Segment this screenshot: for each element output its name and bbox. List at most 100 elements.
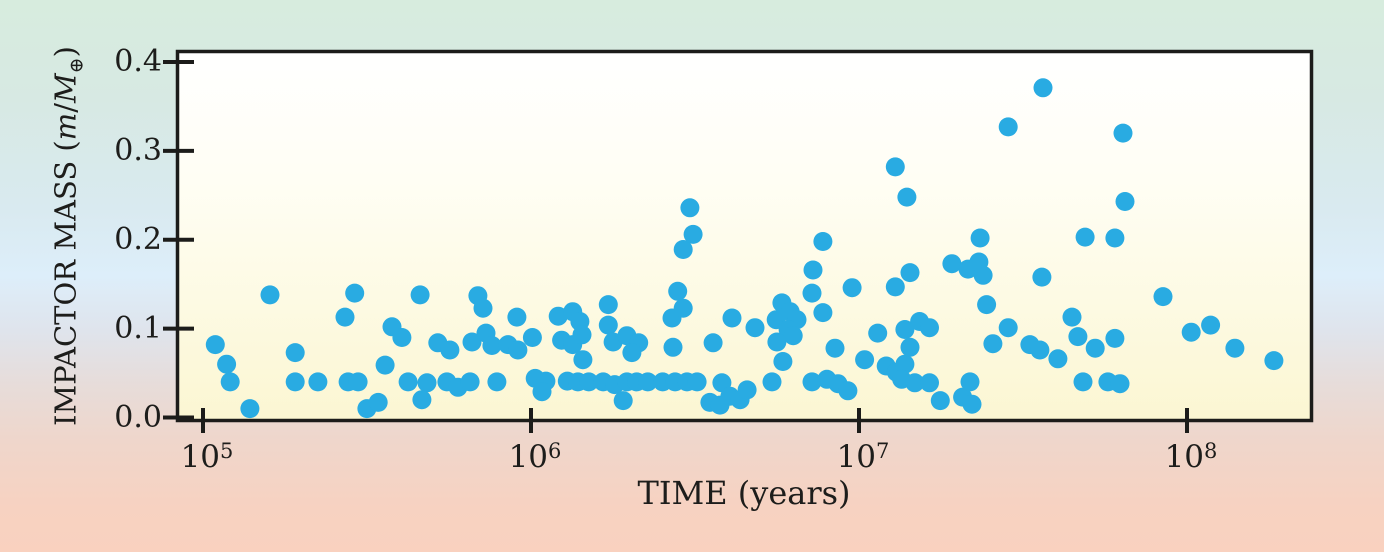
data-point xyxy=(487,372,507,392)
data-point xyxy=(368,392,388,412)
data-point xyxy=(998,318,1018,338)
y-tick-label-0.2: 0.2 xyxy=(114,222,162,257)
data-point xyxy=(1048,349,1068,369)
data-point xyxy=(398,372,418,392)
data-point xyxy=(462,332,482,352)
data-point xyxy=(683,224,703,244)
data-point xyxy=(522,328,542,347)
data-point xyxy=(412,390,432,410)
x-tick-label-1e6: 106 xyxy=(508,439,562,475)
y-tick-label-0.4: 0.4 xyxy=(114,44,162,79)
data-point xyxy=(900,337,920,357)
data-point xyxy=(1033,78,1053,98)
data-point xyxy=(885,157,905,177)
data-point xyxy=(920,373,939,393)
data-point xyxy=(613,391,633,411)
data-point xyxy=(868,323,888,343)
data-point xyxy=(767,332,787,352)
data-point xyxy=(1075,227,1095,247)
data-point xyxy=(973,265,993,285)
x-axis-title: TIME (years) xyxy=(637,474,851,512)
data-point xyxy=(1113,123,1133,143)
data-point xyxy=(1073,372,1093,392)
data-point xyxy=(838,381,858,401)
data-point xyxy=(802,372,822,392)
data-point xyxy=(703,333,723,353)
data-point xyxy=(825,338,845,358)
data-point xyxy=(638,372,658,392)
data-point xyxy=(920,318,939,338)
data-point xyxy=(598,295,618,315)
data-point xyxy=(1032,267,1052,287)
data-point xyxy=(508,340,528,360)
data-point xyxy=(673,298,693,318)
data-point xyxy=(1153,287,1173,307)
data-point xyxy=(240,399,260,419)
data-point xyxy=(1181,322,1201,342)
data-point xyxy=(905,373,925,393)
data-point xyxy=(1201,315,1221,335)
data-point xyxy=(762,372,782,392)
y-tick-label-0.1: 0.1 xyxy=(114,311,162,346)
data-point xyxy=(335,307,355,327)
data-point xyxy=(205,335,225,355)
data-point xyxy=(285,372,305,392)
data-point xyxy=(1115,192,1135,211)
data-point xyxy=(998,117,1018,137)
data-point xyxy=(345,283,365,303)
data-point xyxy=(440,340,460,360)
data-point xyxy=(375,355,395,375)
data-point xyxy=(1068,327,1088,347)
data-point xyxy=(573,350,593,370)
data-point xyxy=(960,372,980,392)
data-point xyxy=(507,307,527,327)
data-point xyxy=(1030,340,1050,360)
data-point xyxy=(220,372,240,392)
data-point xyxy=(900,263,920,283)
data-point xyxy=(1085,338,1105,358)
y-axis-title: IMPACTOR MASS (m/M⊕) xyxy=(48,46,88,426)
data-point xyxy=(473,298,493,318)
data-point xyxy=(548,306,568,326)
data-point xyxy=(813,232,833,251)
y-tick-label-0.0: 0.0 xyxy=(114,400,162,435)
data-point xyxy=(1105,228,1125,248)
data-point xyxy=(773,352,793,371)
data-point xyxy=(1225,338,1245,358)
data-point xyxy=(855,350,875,370)
x-tick-label-1e5: 105 xyxy=(180,439,234,475)
data-point xyxy=(663,337,683,357)
data-point xyxy=(668,281,688,301)
data-point xyxy=(722,308,742,328)
y-tick-label-0.3: 0.3 xyxy=(114,133,162,168)
data-point xyxy=(885,277,905,297)
data-point xyxy=(572,325,592,345)
data-point xyxy=(783,326,803,346)
data-point xyxy=(1105,328,1125,348)
data-point xyxy=(217,354,237,374)
data-point xyxy=(962,394,982,414)
data-point xyxy=(260,285,280,305)
data-point xyxy=(897,187,917,207)
data-point xyxy=(598,315,618,335)
data-point xyxy=(680,198,700,218)
data-point xyxy=(673,240,693,259)
data-point xyxy=(930,391,950,411)
data-point xyxy=(895,320,915,339)
data-point xyxy=(1264,351,1284,371)
data-point xyxy=(977,295,997,315)
data-point xyxy=(983,334,1003,354)
data-point xyxy=(1062,307,1082,327)
data-point xyxy=(392,328,412,347)
plot-frame xyxy=(175,49,1314,423)
x-tick-label-1e7: 107 xyxy=(836,439,890,475)
data-point xyxy=(802,283,822,303)
data-point xyxy=(1110,374,1130,394)
data-point xyxy=(417,373,437,393)
data-point xyxy=(803,260,823,280)
data-point xyxy=(942,254,962,274)
data-point xyxy=(482,336,502,355)
x-tick-label-1e8: 108 xyxy=(1164,439,1218,475)
